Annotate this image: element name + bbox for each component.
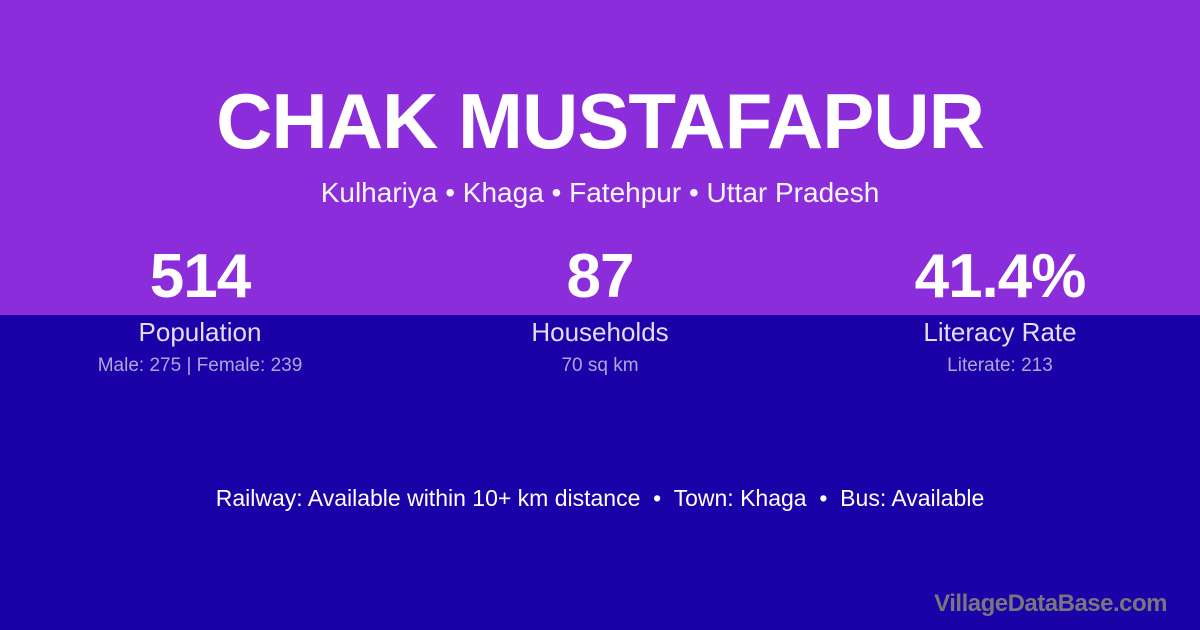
stat-column-households: 87 Households 70 sq km: [420, 242, 780, 376]
population-label: Population: [138, 317, 262, 347]
literacy-value: 41.4%: [914, 242, 1087, 311]
population-detail: Male: 275 | Female: 239: [97, 355, 303, 376]
households-value: 87: [566, 242, 635, 311]
population-value: 514: [149, 242, 251, 311]
top-purple-band: [0, 0, 1200, 315]
watermark-sitename: VillageDataBase.com: [934, 590, 1167, 617]
bottom-blue-band: [0, 315, 1200, 630]
literacy-label: Literacy Rate: [923, 317, 1077, 347]
households-label: Households: [531, 317, 669, 347]
stat-column-population: 514 Population Male: 275 | Female: 239: [20, 242, 380, 376]
amenities-line: Railway: Available within 10+ km distanc…: [215, 485, 985, 511]
households-detail: 70 sq km: [561, 355, 639, 376]
literacy-detail: Literate: 213: [947, 355, 1053, 376]
village-title: CHAK MUSTAFAPUR: [216, 77, 985, 165]
stat-column-literacy: 41.4% Literacy Rate Literate: 213: [820, 242, 1180, 376]
location-breadcrumb: Kulhariya • Khaga • Fatehpur • Uttar Pra…: [320, 177, 880, 208]
